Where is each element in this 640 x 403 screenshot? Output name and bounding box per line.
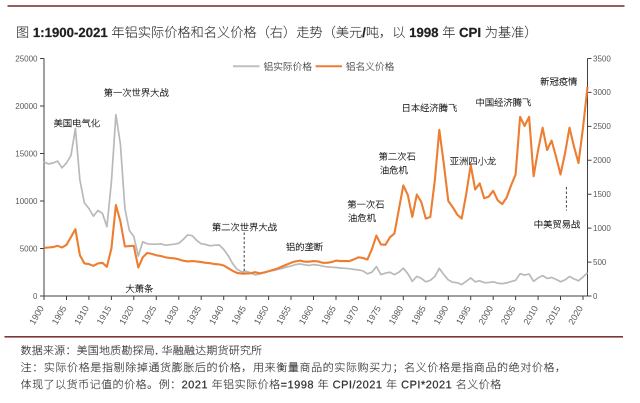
svg-text:1905: 1905 [50,304,69,326]
svg-text:2020: 2020 [566,304,585,326]
svg-text:1915: 1915 [95,304,114,326]
svg-text:3500: 3500 [593,54,611,63]
svg-text:1930: 1930 [162,304,181,326]
svg-text:1960: 1960 [297,304,316,326]
svg-text:1935: 1935 [185,304,204,326]
svg-text:1980: 1980 [387,304,406,326]
svg-text:0: 0 [593,292,598,301]
svg-text:3000: 3000 [593,88,611,97]
svg-text:1950: 1950 [252,304,271,326]
svg-text:2010: 2010 [521,304,540,326]
svg-text:1965: 1965 [319,304,338,326]
svg-text:1920: 1920 [117,304,136,326]
svg-text:10000: 10000 [15,197,38,206]
svg-text:1955: 1955 [274,304,293,326]
svg-text:1900: 1900 [27,304,46,326]
svg-text:1990: 1990 [432,304,451,326]
svg-text:15000: 15000 [15,149,38,158]
svg-text:1985: 1985 [409,304,428,326]
svg-text:1000: 1000 [593,224,611,233]
svg-text:1925: 1925 [140,304,159,326]
svg-text:1500: 1500 [593,190,611,199]
svg-text:500: 500 [593,258,607,267]
svg-text:5000: 5000 [20,244,38,253]
svg-text:1970: 1970 [342,304,361,326]
svg-text:1945: 1945 [229,304,248,326]
svg-text:1940: 1940 [207,304,226,326]
svg-text:0: 0 [33,292,38,301]
svg-text:2015: 2015 [544,304,563,326]
svg-text:1975: 1975 [364,304,383,326]
svg-text:2500: 2500 [593,122,611,131]
svg-text:2005: 2005 [499,304,518,326]
svg-text:2000: 2000 [477,304,496,326]
svg-text:1910: 1910 [72,304,91,326]
svg-text:25000: 25000 [15,54,38,63]
svg-text:20000: 20000 [15,102,38,111]
svg-text:1995: 1995 [454,304,473,326]
svg-text:2000: 2000 [593,156,611,165]
